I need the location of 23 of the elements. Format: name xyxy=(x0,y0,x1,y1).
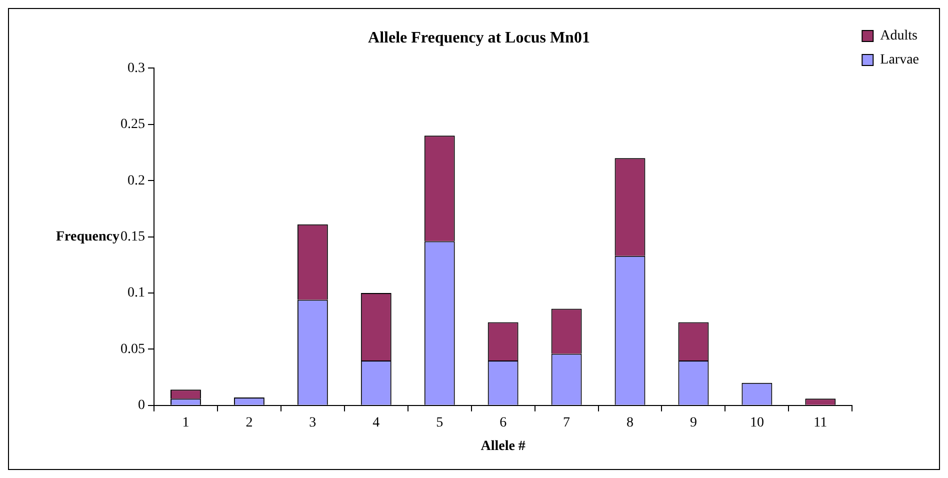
x-tick-label: 8 xyxy=(626,415,634,430)
x-tick-label: 11 xyxy=(814,415,828,430)
y-tick-label: 0.05 xyxy=(120,342,145,357)
x-tick-label: 9 xyxy=(690,415,697,430)
x-tick-label: 7 xyxy=(563,415,570,430)
y-tick-label: 0 xyxy=(138,398,145,414)
y-tick-label: 0.3 xyxy=(128,60,145,76)
y-tick-label: 0.25 xyxy=(120,117,145,132)
x-tick-label: 10 xyxy=(750,415,764,430)
chart-title: Allele Frequency at Locus Mn01 xyxy=(368,30,590,47)
x-axis-title: Allele # xyxy=(480,439,526,454)
y-tick-label: 0.15 xyxy=(120,229,145,244)
x-tick-label: 2 xyxy=(246,415,253,430)
legend-label: Larvae xyxy=(880,52,920,68)
y-axis-title: Frequency xyxy=(56,229,120,244)
x-tick-label: 4 xyxy=(372,415,380,430)
x-tick-label: 5 xyxy=(436,415,444,430)
x-tick-label: 6 xyxy=(500,415,507,430)
y-tick-label: 0.2 xyxy=(128,173,145,188)
legend-label: Adults xyxy=(880,28,918,44)
x-tick-label: 3 xyxy=(309,415,316,430)
y-tick-label: 0.1 xyxy=(128,286,145,301)
x-tick-label: 1 xyxy=(182,415,190,430)
